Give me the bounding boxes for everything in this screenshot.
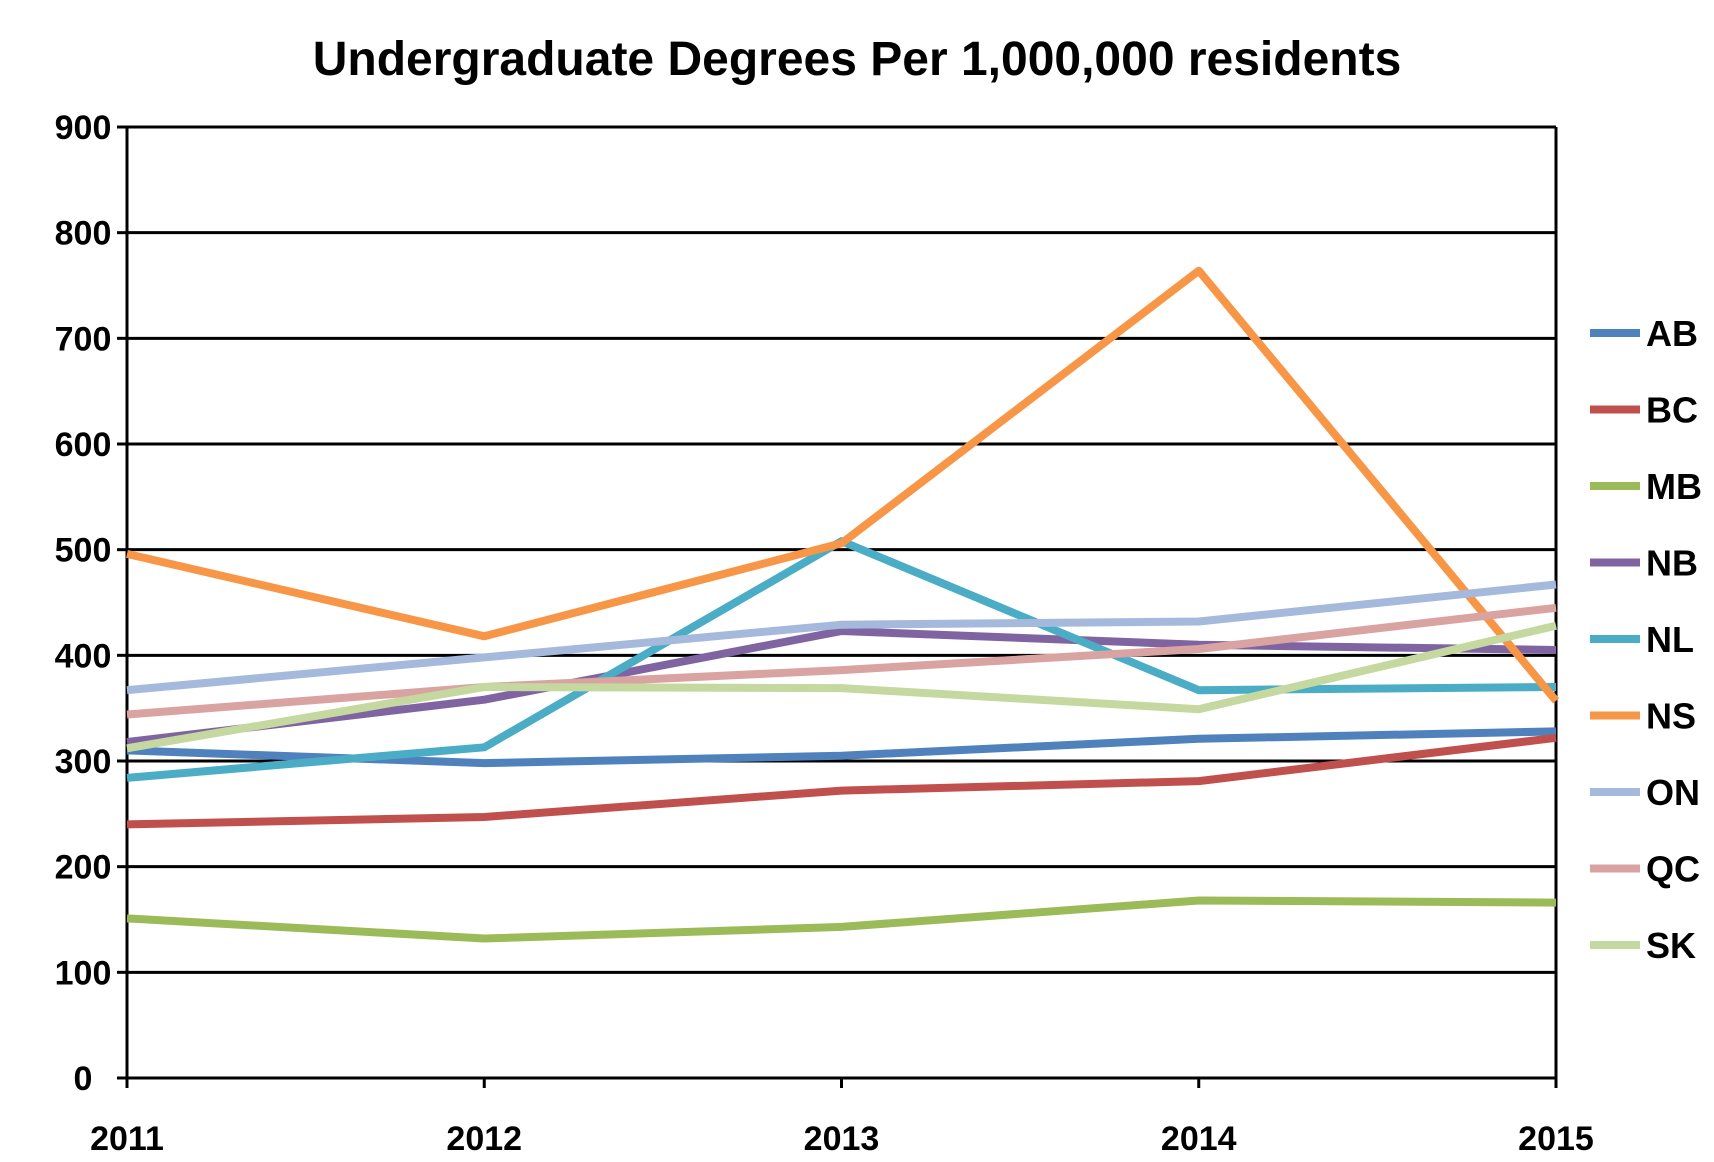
legend-item-bc: BC (1590, 390, 1698, 431)
series-line-nb (126, 627, 1557, 746)
series-line-bc (126, 733, 1557, 829)
y-tick-labels: 0 100 200 300 400 500 600 700 800 900 (55, 109, 112, 1098)
y-tick-label: 900 (55, 109, 112, 147)
legend-label: NB (1646, 543, 1698, 584)
legend-item-nb: NB (1590, 543, 1698, 584)
legend: AB BC MB NB NL NS ON QC SK (1590, 313, 1702, 966)
x-tick-label: 2012 (446, 1120, 522, 1158)
legend-item-sk: SK (1590, 925, 1696, 966)
legend-label: BC (1646, 390, 1698, 431)
series-line-ns (126, 266, 1560, 704)
x-tick-label: 2015 (1518, 1120, 1594, 1158)
x-tick-label: 2014 (1161, 1120, 1237, 1158)
grid-layer (127, 125, 1556, 974)
y-tick-label: 700 (55, 320, 112, 358)
series-line-on (126, 580, 1557, 695)
legend-item-on: ON (1590, 772, 1700, 813)
y-tick-label: 400 (55, 637, 112, 675)
x-tick-labels: 2011 2012 2013 2014 2015 (90, 1120, 1594, 1158)
series-line-sk (126, 621, 1557, 753)
x-tick-label: 2013 (804, 1120, 880, 1158)
y-tick-label: 300 (55, 743, 112, 781)
legend-label: MB (1646, 466, 1702, 507)
chart-title: Undergraduate Degrees Per 1,000,000 resi… (313, 33, 1402, 86)
y-tick-label: 600 (55, 426, 112, 464)
legend-label: AB (1646, 313, 1698, 354)
legend-label: QC (1646, 849, 1700, 890)
legend-item-qc: QC (1590, 849, 1700, 890)
legend-label: NL (1646, 619, 1694, 660)
legend-label: SK (1646, 925, 1696, 966)
legend-item-ns: NS (1590, 696, 1696, 737)
y-tick-label: 0 (74, 1060, 93, 1098)
y-tick-label: 100 (55, 954, 112, 992)
series-line-qc (126, 603, 1557, 719)
legend-item-ab: AB (1590, 313, 1698, 354)
y-tick-label: 200 (55, 849, 112, 887)
series-line-nl (126, 537, 1557, 782)
legend-label: NS (1646, 696, 1696, 737)
series-line-mb (126, 896, 1557, 943)
y-tick-label: 500 (55, 532, 112, 570)
x-tick-label: 2011 (90, 1120, 164, 1158)
legend-item-nl: NL (1590, 619, 1694, 660)
legend-item-mb: MB (1590, 466, 1702, 507)
legend-label: ON (1646, 772, 1700, 813)
y-tick-label: 800 (55, 215, 112, 253)
axes-layer (117, 125, 1558, 1088)
series-layer (126, 266, 1560, 943)
